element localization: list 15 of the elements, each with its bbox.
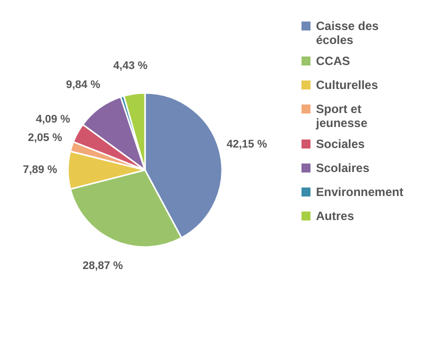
legend-label: Caisse des écoles bbox=[316, 19, 380, 47]
legend-label: Culturelles bbox=[316, 78, 378, 92]
data-label: 2,05 % bbox=[28, 132, 62, 144]
data-label: 4,43 % bbox=[113, 60, 148, 72]
data-label: 42,15 % bbox=[226, 138, 268, 150]
legend-label: Autres bbox=[316, 209, 354, 223]
legend-label: Sport et jeunesse bbox=[315, 102, 368, 130]
legend-label: Sociales bbox=[316, 137, 366, 151]
legend-label: Environnement bbox=[316, 185, 404, 199]
data-label: 4,09 % bbox=[36, 113, 70, 126]
data-label: 28,87 % bbox=[82, 260, 124, 272]
data-label: 9,84 % bbox=[66, 79, 100, 92]
legend-label: Scolaires bbox=[316, 161, 370, 175]
legend-label: CCAS bbox=[316, 54, 350, 68]
data-label: 7,89 % bbox=[22, 164, 58, 176]
